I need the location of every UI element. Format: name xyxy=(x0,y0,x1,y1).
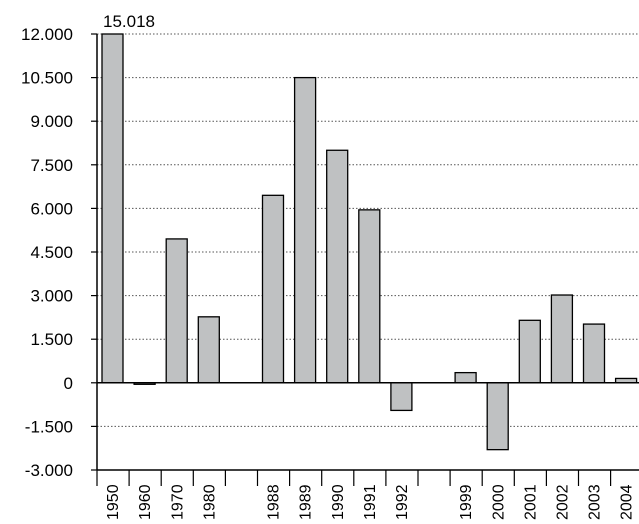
bar-1990 xyxy=(326,149,349,384)
annotations: 15.018 xyxy=(103,12,155,31)
y-tick-label: -1.500 xyxy=(25,417,73,436)
y-tick-label: 1.500 xyxy=(30,330,73,349)
bar-1970 xyxy=(165,238,188,384)
bar-1988 xyxy=(261,194,285,384)
x-tick-label: 2004 xyxy=(619,484,636,520)
x-tick-label: 2003 xyxy=(587,484,604,520)
x-tick-label: 1988 xyxy=(266,484,283,520)
x-tick-label: 1970 xyxy=(169,484,186,520)
y-tick-label: 12.000 xyxy=(21,25,73,44)
bar-1989 xyxy=(293,76,317,384)
y-tick-label: 3.000 xyxy=(30,287,73,306)
x-tick-label: 1992 xyxy=(394,484,411,520)
x-tick-label: 2001 xyxy=(522,484,539,520)
x-tick-label: 1991 xyxy=(362,484,379,520)
axes xyxy=(91,33,639,486)
bar-1950 xyxy=(101,33,124,384)
bars xyxy=(101,33,638,451)
bar-1999 xyxy=(454,371,477,384)
y-tick-label: 6.000 xyxy=(30,199,73,218)
y-tick-label: 9.000 xyxy=(30,112,73,131)
x-tick-label: 1980 xyxy=(201,484,218,520)
y-tick-label: 4.500 xyxy=(30,243,73,262)
data-label: 15.018 xyxy=(103,12,155,31)
y-tick-label: 0 xyxy=(64,374,73,393)
y-tick-label: 7.500 xyxy=(30,156,73,175)
bar-1980 xyxy=(197,316,220,384)
bar-2000 xyxy=(486,382,509,451)
y-tick-label: -3.000 xyxy=(25,461,73,480)
x-tick-labels: 1950 1960 1970 1980 1988 1989 1990 1991 1992 1999… xyxy=(105,484,636,520)
y-tick-label: 10.500 xyxy=(21,69,73,88)
x-tick-label: 1960 xyxy=(137,484,154,520)
x-tick-label: 2000 xyxy=(490,484,507,520)
x-tick-label: 1950 xyxy=(105,484,122,520)
bar-2003 xyxy=(582,323,606,384)
y-tick-labels: -3.000 -1.500 0 1.500 3.000 4.500 6.000 7.500 9.… xyxy=(21,25,73,480)
bar-2001 xyxy=(518,319,541,384)
x-tick-label: 1990 xyxy=(330,484,347,520)
bar-2002 xyxy=(550,294,574,384)
bar-1991 xyxy=(358,209,381,384)
bar-1992 xyxy=(390,382,413,412)
x-tick-label: 1989 xyxy=(298,484,315,520)
x-tick-label: 1999 xyxy=(458,484,475,520)
x-tick-label: 2002 xyxy=(554,484,571,520)
